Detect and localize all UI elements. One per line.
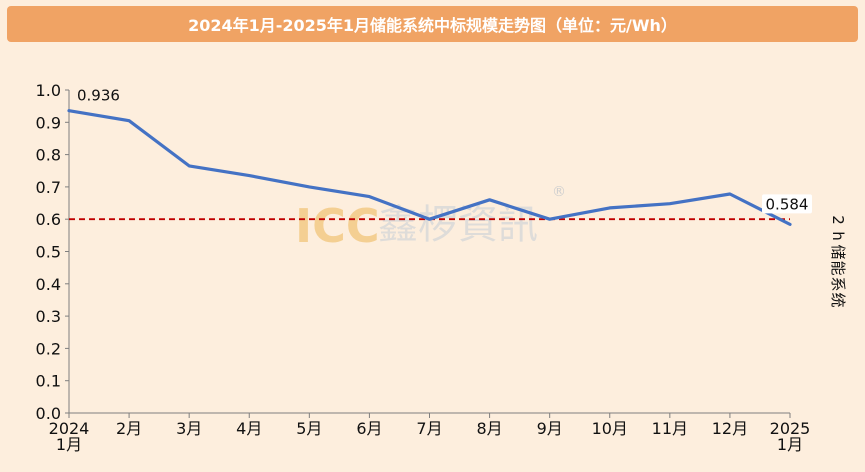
y-tick-label: 0.3 bbox=[36, 307, 61, 326]
legend-entry-char: 系 bbox=[829, 276, 847, 291]
legend-entry-char: 能 bbox=[829, 260, 847, 275]
y-tick-label: 0.4 bbox=[36, 275, 61, 294]
x-tick-label-line: 4月 bbox=[236, 419, 262, 438]
y-tick-label: 0.6 bbox=[36, 210, 61, 229]
x-tick-label: 2025 1月 bbox=[770, 419, 811, 454]
legend-entry-char: h bbox=[829, 231, 847, 241]
x-tick-label: 9月 bbox=[537, 419, 563, 438]
y-tick-label: 0.2 bbox=[36, 339, 61, 358]
data-labels: 0.936 0.584 bbox=[77, 87, 812, 214]
series-group bbox=[67, 109, 792, 226]
data-label: 0.936 bbox=[77, 87, 120, 105]
watermark-registered-mark: ® bbox=[552, 184, 566, 200]
x-tick-label: 8月 bbox=[476, 419, 502, 438]
x-tick-label-line: 11月 bbox=[652, 419, 688, 438]
y-tick-label: 0.8 bbox=[36, 146, 61, 165]
y-tick-label: 0.9 bbox=[36, 113, 61, 132]
x-tick-label: 6月 bbox=[356, 419, 382, 438]
y-tick-label: 0.7 bbox=[36, 178, 61, 197]
x-tick-label-line: 6月 bbox=[356, 419, 382, 438]
x-tick-label-line: 2月 bbox=[116, 419, 142, 438]
x-tick-label-line: 8月 bbox=[476, 419, 502, 438]
x-tick-label: 2月 bbox=[116, 419, 142, 438]
x-tick-label: 11月 bbox=[652, 419, 688, 438]
x-tick-label-line: 1月 bbox=[777, 435, 803, 454]
legend-entry-char: 统 bbox=[829, 292, 847, 307]
data-label: 0.584 bbox=[766, 195, 809, 213]
x-tick-label: 4月 bbox=[236, 419, 262, 438]
x-tick-label-line: 2024 bbox=[49, 419, 90, 438]
x-tick-label: 2024 1月 bbox=[49, 419, 90, 454]
x-tick-label-line: 9月 bbox=[537, 419, 563, 438]
chart-title: 2024年1月-2025年1月储能系统中标规模走势图（单位：元/Wh） bbox=[7, 6, 858, 42]
y-tick-label: 0.5 bbox=[36, 243, 61, 262]
x-tick-label: 3月 bbox=[176, 419, 202, 438]
x-tick-label: 7月 bbox=[416, 419, 442, 438]
data-label-bg bbox=[762, 194, 812, 214]
x-tick-label-line: 12月 bbox=[712, 419, 748, 438]
x-tick-label-line: 5月 bbox=[296, 419, 322, 438]
y-tick-label: 0.0 bbox=[36, 404, 61, 423]
legend-entry-char: 2 bbox=[829, 215, 847, 225]
x-tick-label: 10月 bbox=[592, 419, 628, 438]
x-tick-label-line: 7月 bbox=[416, 419, 442, 438]
y-tick-label: 0.1 bbox=[36, 372, 61, 391]
x-tick-label-line: 2025 bbox=[770, 419, 811, 438]
series-line bbox=[67, 109, 792, 226]
y-tick-label: 1.0 bbox=[36, 81, 61, 100]
x-tick-label: 12月 bbox=[712, 419, 748, 438]
x-tick-label: 5月 bbox=[296, 419, 322, 438]
x-tick-label-line: 1月 bbox=[56, 435, 82, 454]
legend-entry-char: 储 bbox=[829, 244, 847, 259]
x-tick-label-line: 3月 bbox=[176, 419, 202, 438]
x-tick-label-line: 10月 bbox=[592, 419, 628, 438]
watermark-icc: ICC bbox=[295, 199, 380, 253]
